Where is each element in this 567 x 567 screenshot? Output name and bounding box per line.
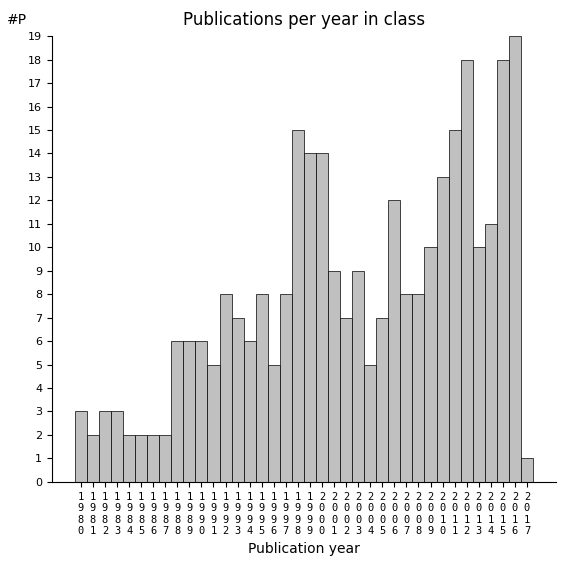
- Bar: [412, 294, 425, 482]
- Title: Publications per year in class: Publications per year in class: [183, 11, 425, 29]
- Bar: [208, 365, 219, 482]
- Bar: [437, 177, 448, 482]
- Y-axis label: #P: #P: [7, 13, 27, 27]
- Bar: [364, 365, 376, 482]
- Bar: [280, 294, 292, 482]
- Bar: [111, 412, 123, 482]
- Bar: [304, 154, 316, 482]
- Bar: [292, 130, 304, 482]
- Bar: [425, 247, 437, 482]
- Bar: [256, 294, 268, 482]
- Bar: [99, 412, 111, 482]
- X-axis label: Publication year: Publication year: [248, 542, 360, 556]
- Bar: [147, 435, 159, 482]
- Bar: [219, 294, 231, 482]
- Bar: [244, 341, 256, 482]
- Bar: [75, 412, 87, 482]
- Bar: [328, 271, 340, 482]
- Bar: [87, 435, 99, 482]
- Bar: [123, 435, 135, 482]
- Bar: [473, 247, 485, 482]
- Bar: [340, 318, 352, 482]
- Bar: [159, 435, 171, 482]
- Bar: [171, 341, 183, 482]
- Bar: [509, 36, 521, 482]
- Bar: [400, 294, 412, 482]
- Bar: [460, 60, 473, 482]
- Bar: [268, 365, 280, 482]
- Bar: [183, 341, 196, 482]
- Bar: [497, 60, 509, 482]
- Bar: [196, 341, 208, 482]
- Bar: [485, 224, 497, 482]
- Bar: [376, 318, 388, 482]
- Bar: [231, 318, 244, 482]
- Bar: [448, 130, 460, 482]
- Bar: [388, 200, 400, 482]
- Bar: [521, 458, 533, 482]
- Bar: [352, 271, 364, 482]
- Bar: [135, 435, 147, 482]
- Bar: [316, 154, 328, 482]
